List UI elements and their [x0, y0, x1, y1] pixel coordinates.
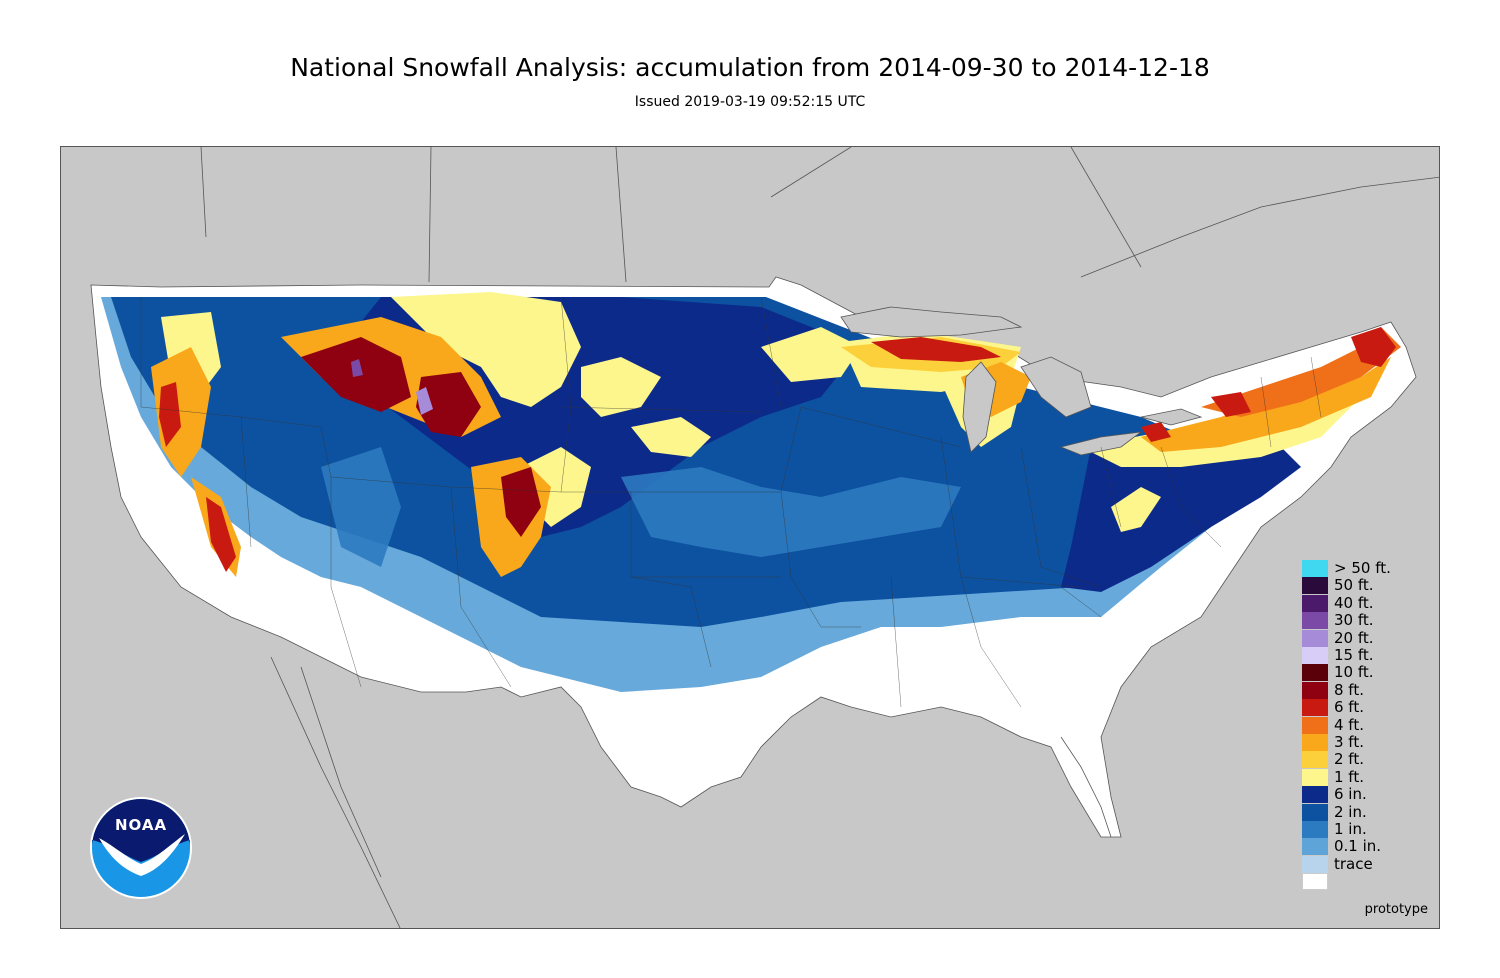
prototype-watermark: prototype — [1364, 902, 1428, 917]
legend-swatch — [1302, 681, 1328, 699]
legend-row: 2 in. — [1302, 802, 1412, 821]
legend-row: 50 ft. — [1302, 576, 1412, 595]
legend-label: trace — [1334, 854, 1373, 873]
legend-label: 2 ft. — [1334, 750, 1364, 769]
legend-swatch — [1302, 647, 1328, 664]
legend-label: 50 ft. — [1334, 576, 1374, 595]
legend-row: 20 ft. — [1302, 628, 1412, 647]
legend-swatch — [1302, 786, 1328, 804]
issued-timestamp: Issued 2019-03-19 09:52:15 UTC — [634, 94, 866, 110]
noaa-gull-icon — [99, 834, 185, 876]
legend-label: 2 in. — [1334, 802, 1367, 821]
legend-row: 10 ft. — [1302, 663, 1412, 682]
legend-label: 10 ft. — [1334, 663, 1374, 682]
legend-label: 20 ft. — [1334, 628, 1374, 647]
legend-swatch — [1302, 838, 1328, 856]
map-title: National Snowfall Analysis: accumulation… — [290, 53, 1210, 82]
legend-label: > 50 ft. — [1334, 559, 1391, 577]
legend-label: 8 ft. — [1334, 680, 1364, 699]
noaa-logo: NOAA — [90, 797, 192, 899]
country-borders — [200, 147, 1439, 928]
legend-row: 2 ft. — [1302, 750, 1412, 769]
legend-label: 30 ft. — [1334, 611, 1374, 630]
legend-swatch — [1302, 873, 1328, 891]
legend-label: 1 in. — [1334, 820, 1367, 838]
legend-row: 1 in. — [1302, 820, 1412, 838]
legend-swatch — [1302, 594, 1328, 612]
legend-row-blank — [1302, 873, 1412, 891]
legend-swatch — [1302, 612, 1328, 630]
legend-swatch — [1302, 699, 1328, 717]
legend-row: 40 ft. — [1302, 593, 1412, 612]
state-borders — [140, 296, 1322, 708]
legend-swatch — [1302, 629, 1328, 647]
noaa-logo-upper — [92, 799, 190, 862]
legend-swatch — [1302, 734, 1328, 751]
legend-label: 0.1 in. — [1334, 837, 1382, 856]
legend-swatch — [1302, 855, 1328, 873]
legend-row: 8 ft. — [1302, 680, 1412, 699]
legend-swatch — [1302, 716, 1328, 734]
legend-label: 6 ft. — [1334, 698, 1364, 717]
legend-swatch — [1302, 751, 1328, 769]
snowfall-map[interactable] — [60, 146, 1440, 929]
legend-swatch — [1302, 803, 1328, 821]
legend-row: 6 in. — [1302, 785, 1412, 804]
legend-label: 6 in. — [1334, 785, 1367, 804]
legend-row: 4 ft. — [1302, 715, 1412, 734]
legend-label: 40 ft. — [1334, 593, 1374, 612]
legend-row: trace — [1302, 854, 1412, 873]
legend-row: > 50 ft. — [1302, 559, 1412, 577]
legend-label: 15 ft. — [1334, 646, 1374, 664]
legend-label: 4 ft. — [1334, 715, 1364, 734]
legend-swatch — [1302, 664, 1328, 682]
legend-swatch — [1302, 577, 1328, 595]
legend-row: 6 ft. — [1302, 698, 1412, 717]
legend-row: 15 ft. — [1302, 646, 1412, 664]
legend-row: 1 ft. — [1302, 767, 1412, 786]
map-canvas — [90, 147, 1439, 928]
legend-swatch — [1302, 560, 1328, 577]
legend-label: 3 ft. — [1334, 733, 1364, 751]
legend-row: 3 ft. — [1302, 733, 1412, 751]
legend-swatch — [1302, 821, 1328, 838]
legend-label: 1 ft. — [1334, 767, 1364, 786]
noaa-logo-text: NOAA — [115, 816, 167, 834]
legend-row: 0.1 in. — [1302, 837, 1412, 856]
legend-row: 30 ft. — [1302, 611, 1412, 630]
legend-swatch — [1302, 768, 1328, 786]
